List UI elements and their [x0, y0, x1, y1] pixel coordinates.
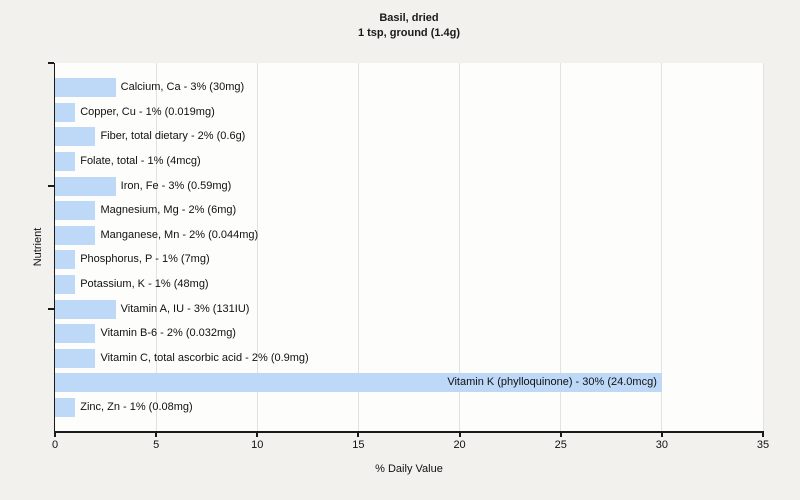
- bar: [55, 274, 76, 294]
- gridline: [256, 63, 258, 432]
- x-tick: [256, 433, 259, 437]
- bar: [55, 250, 76, 270]
- x-tick-label: 0: [51, 439, 59, 451]
- x-tick-label: 15: [352, 439, 365, 451]
- bar: [55, 102, 76, 122]
- x-tick-label: 35: [756, 439, 770, 451]
- bar: [55, 201, 96, 221]
- bar-label: Vitamin A, IU - 3% (131IU): [120, 302, 250, 315]
- gridline: [762, 63, 764, 432]
- x-axis-line: [54, 431, 764, 433]
- gridline: [661, 63, 663, 432]
- bar-label: Calcium, Ca - 3% (30mg): [120, 81, 245, 94]
- y-axis-label: Nutrient: [32, 227, 44, 267]
- chart-title-line1: Basil, dried: [379, 12, 439, 24]
- bar: [55, 127, 96, 147]
- x-tick-label: 25: [554, 439, 567, 451]
- chart-title-line2: 1 tsp, ground (1.4g): [357, 27, 461, 39]
- gridline: [560, 63, 562, 432]
- bar-label: Fiber, total dietary - 2% (0.6g): [100, 130, 246, 143]
- x-tick-label: 20: [453, 439, 466, 451]
- bar: [55, 397, 76, 417]
- bar: [55, 176, 116, 196]
- bar: [55, 348, 96, 368]
- plot-area: Calcium, Ca - 3% (30mg) Copper, Cu - 1% (…: [55, 63, 764, 432]
- y-axis-line: [54, 63, 55, 432]
- x-tick: [762, 433, 764, 437]
- chart-title: Basil, dried 1 tsp, ground (1.4g): [55, 11, 763, 41]
- gridline: [357, 63, 359, 432]
- bar: [55, 151, 76, 171]
- bar: [55, 324, 96, 344]
- y-tick: [48, 185, 54, 187]
- bar-label: Phosphorus, P - 1% (7mg): [80, 253, 210, 266]
- x-tick: [559, 433, 562, 437]
- y-tick: [48, 62, 54, 64]
- x-tick-label: 10: [251, 439, 264, 451]
- bar-label: Vitamin B-6 - 2% (0.032mg): [100, 327, 236, 340]
- x-tick-label: 30: [655, 439, 668, 451]
- x-axis-label: % Daily Value: [375, 463, 443, 475]
- bar: [55, 225, 96, 245]
- x-tick: [357, 433, 360, 437]
- x-tick: [660, 433, 663, 437]
- bar-label: Vitamin C, total ascorbic acid - 2% (0.9…: [100, 351, 309, 364]
- bar: [55, 78, 116, 98]
- gridline: [155, 63, 157, 432]
- bar: [55, 373, 662, 393]
- bar-label: Iron, Fe - 3% (0.59mg): [120, 179, 232, 192]
- x-tick-label: 5: [153, 439, 160, 451]
- bar: [55, 299, 116, 319]
- x-tick: [458, 433, 461, 437]
- bar-label: Zinc, Zn - 1% (0.08mg): [80, 400, 193, 413]
- x-tick: [54, 433, 56, 437]
- gridline: [459, 63, 461, 432]
- x-tick: [155, 433, 158, 437]
- bar-label: Vitamin K (phylloquinone) - 30% (24.0mcg…: [447, 376, 657, 389]
- bar-label: Manganese, Mn - 2% (0.044mg): [100, 228, 259, 241]
- bar-label: Folate, total - 1% (4mcg): [80, 154, 201, 167]
- y-tick: [48, 308, 54, 310]
- bar-label: Magnesium, Mg - 2% (6mg): [100, 204, 237, 217]
- bar-label: Copper, Cu - 1% (0.019mg): [80, 105, 215, 118]
- bar-label: Potassium, K - 1% (48mg): [80, 277, 209, 290]
